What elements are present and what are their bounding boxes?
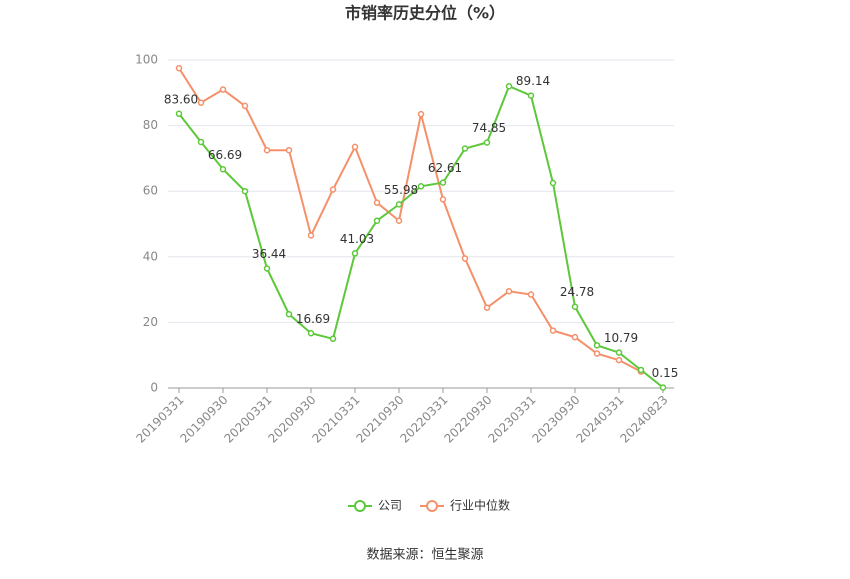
data-point [637,366,645,374]
data-point [593,342,601,349]
y-tick-label: 80 [143,118,158,132]
data-label: 62.61 [428,161,462,175]
data-point [307,232,315,239]
data-point [659,384,667,391]
data-point [175,64,183,72]
data-point [197,138,205,146]
data-point [307,330,315,337]
source: 数据来源：恒生聚源 [366,548,483,563]
data-point [373,199,381,206]
data-point [241,187,249,195]
data-point [461,255,469,262]
data-point [593,350,601,357]
data-point [527,291,535,298]
data-point [175,110,183,118]
data-point [571,303,579,310]
data-label: 55.98 [384,183,418,197]
data-point [483,139,491,146]
chart-title: 市销率历史分位（%） [345,4,505,23]
data-point [219,86,227,93]
data-point [505,287,513,295]
data-point [527,92,535,99]
series-line [178,67,642,373]
data-point [285,146,293,154]
data-point [615,349,623,356]
data-label: 0.15 [652,366,679,380]
data-point [549,327,557,334]
series-line [178,84,664,389]
data-point [461,145,469,152]
x-tick-label: 20240823 [618,393,671,446]
legend-marker [354,500,366,512]
data-point [351,250,359,257]
data-point [615,356,623,364]
data-point [439,196,447,203]
data-point [439,179,447,186]
data-point [571,333,579,341]
legend-label[interactable]: 行业中位数 [450,498,510,513]
data-point [241,102,249,110]
data-label: 41.03 [340,232,374,246]
data-point [417,110,425,118]
y-tick-label: 0 [150,381,158,395]
data-label: 74.85 [472,121,506,135]
data-label: 83.60 [164,92,198,106]
data-point [395,201,403,208]
data-label: 36.44 [252,247,286,261]
data-point [263,146,271,154]
y-tick-label: 100 [135,53,158,67]
data-point [483,304,491,311]
y-tick-label: 40 [143,249,158,263]
data-point [285,310,293,318]
data-label: 89.14 [516,74,550,88]
data-point [505,82,513,90]
data-point [219,166,227,173]
data-point [329,186,337,193]
legend-marker [426,500,439,512]
data-point [373,217,381,224]
data-point [395,217,403,224]
y-tick-label: 20 [143,315,158,329]
data-point [549,179,557,187]
data-point [351,143,359,151]
legend-label[interactable]: 公司 [378,499,402,513]
data-point [417,183,425,190]
data-point [329,335,337,343]
data-label: 16.69 [296,312,330,326]
y-tick-label: 60 [143,184,158,198]
data-point [263,265,271,272]
data-point [197,99,205,106]
data-label: 66.69 [208,148,242,162]
data-label: 10.79 [604,331,638,345]
data-label: 24.78 [560,285,594,299]
